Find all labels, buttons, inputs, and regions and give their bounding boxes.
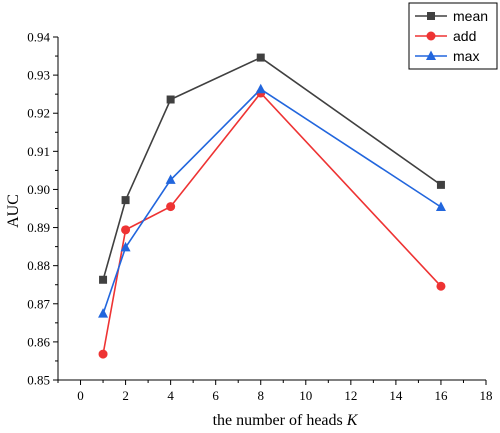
legend-entry-mean: mean bbox=[415, 8, 488, 24]
x-tick-label: 14 bbox=[389, 388, 403, 403]
legend: mean add max bbox=[408, 2, 498, 70]
y-tick-label: 0.91 bbox=[27, 144, 50, 159]
y-tick-label: 0.94 bbox=[27, 30, 50, 45]
data-point-add bbox=[121, 225, 131, 235]
data-point-add bbox=[98, 349, 108, 359]
data-point-add bbox=[166, 202, 176, 212]
x-axis-label-text: the number of heads bbox=[213, 412, 343, 429]
series-mean bbox=[99, 53, 445, 284]
y-tick-label: 0.85 bbox=[27, 373, 50, 388]
y-tick-label: 0.90 bbox=[27, 182, 50, 197]
legend-label-mean: mean bbox=[453, 8, 488, 24]
data-point-mean bbox=[99, 275, 108, 284]
series-line-mean bbox=[102, 56, 442, 281]
y-axis-label: AUC bbox=[5, 194, 22, 228]
x-tick-label: 0 bbox=[77, 388, 84, 403]
x-tick-label: 18 bbox=[480, 388, 493, 403]
x-tick-label: 6 bbox=[212, 388, 219, 403]
legend-label-add: add bbox=[453, 28, 476, 44]
data-point-mean bbox=[256, 53, 265, 62]
series-add bbox=[98, 88, 446, 359]
data-point-mean bbox=[436, 180, 445, 189]
legend-marker-mean bbox=[427, 12, 435, 20]
y-tick-label: 0.93 bbox=[27, 68, 50, 83]
y-tick-label: 0.92 bbox=[27, 106, 50, 121]
y-tick-label: 0.86 bbox=[27, 334, 50, 349]
series-layer bbox=[98, 53, 446, 359]
data-point-max bbox=[165, 174, 176, 184]
data-point-max bbox=[98, 308, 109, 318]
data-point-mean bbox=[166, 95, 175, 104]
legend-marker-add bbox=[426, 31, 436, 41]
data-point-max bbox=[255, 83, 266, 94]
y-tick-label: 0.89 bbox=[27, 220, 50, 235]
x-tick-label: 10 bbox=[299, 388, 312, 403]
y-tick-label: 0.87 bbox=[27, 296, 50, 311]
data-point-add bbox=[436, 281, 446, 291]
x-tick-label: 12 bbox=[344, 388, 357, 403]
x-tick-label: 16 bbox=[434, 388, 448, 403]
x-tick-label: 2 bbox=[122, 388, 129, 403]
axes: 0 2 4 6 8 10 12 14 16 18 0.85 0.86 0.87 0.88 0.89 0.90 0… bbox=[27, 30, 492, 404]
x-axis-label: the number of heads K bbox=[213, 412, 359, 429]
series-line-add bbox=[102, 91, 442, 355]
series-max bbox=[98, 83, 446, 318]
data-point-mean bbox=[121, 196, 130, 205]
legend-marker-max bbox=[426, 50, 436, 60]
x-axis-label-variable: K bbox=[346, 412, 359, 429]
x-tick-label: 8 bbox=[257, 388, 264, 403]
legend-label-max: max bbox=[453, 48, 479, 64]
x-tick-label: 4 bbox=[167, 388, 174, 403]
data-point-max bbox=[435, 201, 446, 211]
data-point-max bbox=[120, 241, 131, 252]
y-tick-label: 0.88 bbox=[27, 258, 50, 273]
series-line-max bbox=[102, 88, 442, 314]
legend-entry-add: add bbox=[415, 28, 476, 44]
legend-entry-max: max bbox=[415, 48, 479, 64]
